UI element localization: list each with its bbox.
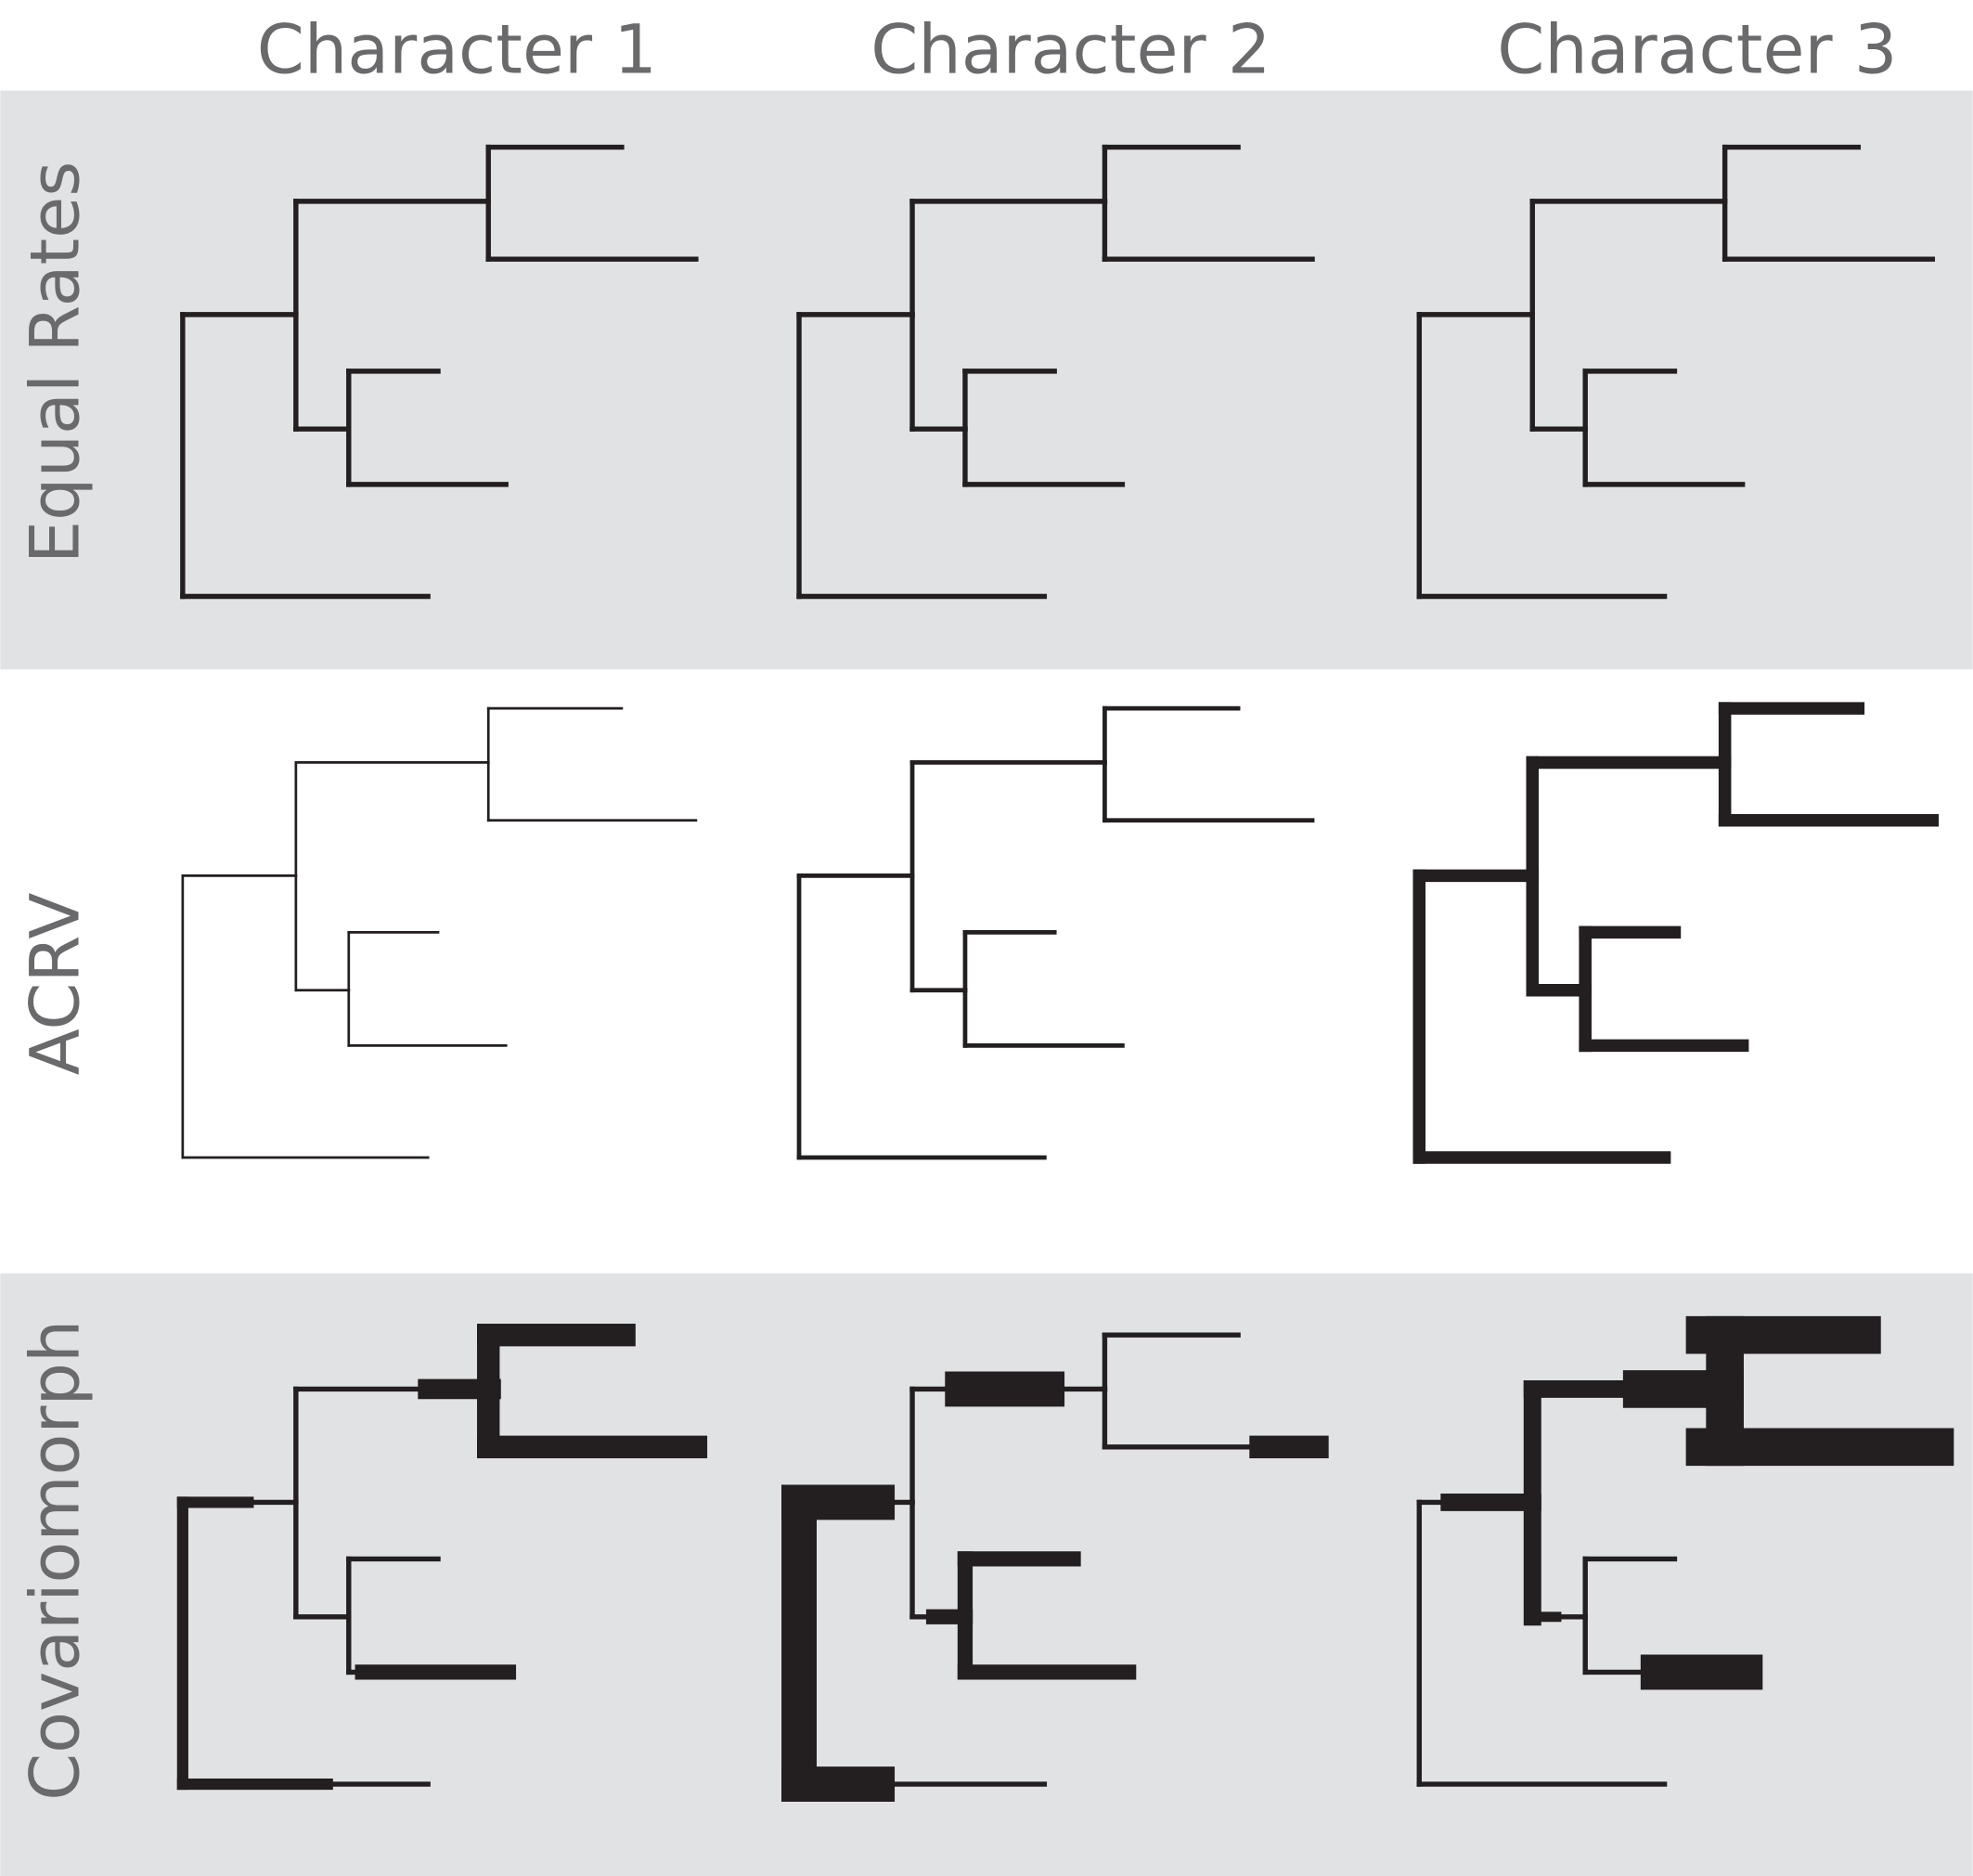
tree-acrv-character-2 xyxy=(796,705,1315,1160)
tree-equal-rates-character-1 xyxy=(180,144,699,600)
tree-acrv-character-1 xyxy=(181,706,698,1159)
column-label-character-1: Character 1 xyxy=(257,11,657,90)
tree-equal-rates-character-3 xyxy=(1416,144,1936,600)
column-label-character-2: Character 2 xyxy=(870,11,1270,90)
tree-covariomorph-character-3 xyxy=(1416,1315,1954,1787)
tree-equal-rates-character-2 xyxy=(796,144,1315,600)
row-label-equal-rates: Equal Rates xyxy=(16,162,95,563)
row-label-covariomorph: Covariomorph xyxy=(16,1320,95,1801)
row-label-acrv: ACRV xyxy=(16,893,95,1076)
tree-covariomorph-character-1 xyxy=(176,1323,708,1791)
tree-acrv-character-3 xyxy=(1412,702,1940,1164)
tree-covariomorph-character-2 xyxy=(781,1332,1329,1803)
column-label-character-3: Character 3 xyxy=(1497,11,1897,90)
trees xyxy=(176,144,1954,1803)
row-band-equal-rates xyxy=(0,90,1973,670)
